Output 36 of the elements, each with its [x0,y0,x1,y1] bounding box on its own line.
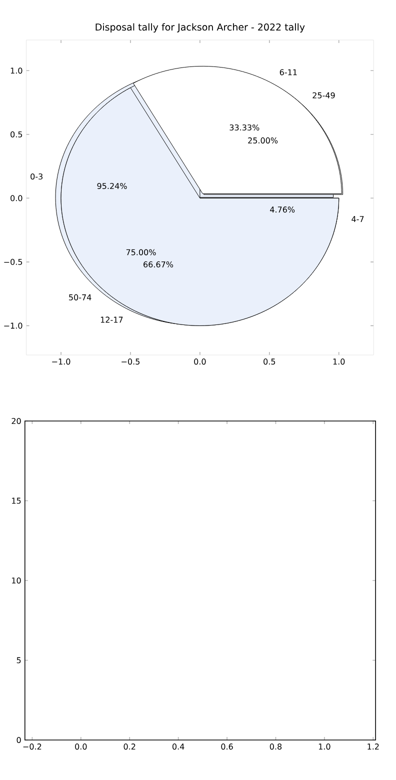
x-tick-label: 0.4 [172,744,184,750]
slice-label: 4-7 [352,216,364,222]
x-tick-label: 0.8 [270,744,282,750]
y-tick-label: 0 [17,736,22,744]
slice-label: 0-3 [30,173,43,180]
y-tick-label: 20 [12,418,22,424]
x-tick-label: 1.0 [334,358,345,365]
chart-title: Disposal tally for Jackson Archer - 2022 tally [96,23,305,32]
y-tick-label: 0.5 [10,131,22,138]
x-tick-label: 1.0 [319,744,330,750]
x-tick-label: 0.6 [221,744,234,750]
y-tick-label: −1.0 [4,322,22,329]
y-tick-label: −0.5 [4,258,22,265]
x-tick-label: −0.2 [24,744,42,750]
y-tick-label: 0.0 [10,195,22,202]
x-tick-label: 0.0 [194,358,206,365]
y-tick-label: 5 [17,657,21,664]
y-tick-label: 1.0 [11,68,22,74]
data-label: 25.00% [248,137,278,144]
slice-label: 25-49 [312,92,336,98]
x-tick-label: 0.0 [75,744,87,750]
data-label: 66.67% [144,261,174,268]
slice-label: 12-17 [101,316,123,323]
data-label: 95.24% [97,182,128,190]
x-tick-label: 0.5 [264,358,276,365]
x-tick-label: −0.5 [122,358,140,365]
slice-label: 6-11 [280,69,297,76]
x-tick-label: 1.2 [368,744,379,750]
y-tick-label: 10 [12,577,22,584]
data-label: 4.76% [270,206,295,213]
data-label: 33.33% [230,124,260,130]
x-tick-label: 0.2 [124,744,136,750]
data-label: 75.00% [126,249,156,256]
y-tick-label: 15 [12,498,21,504]
slice-label: 50-74 [69,294,92,300]
x-tick-label: −1.0 [52,358,70,365]
